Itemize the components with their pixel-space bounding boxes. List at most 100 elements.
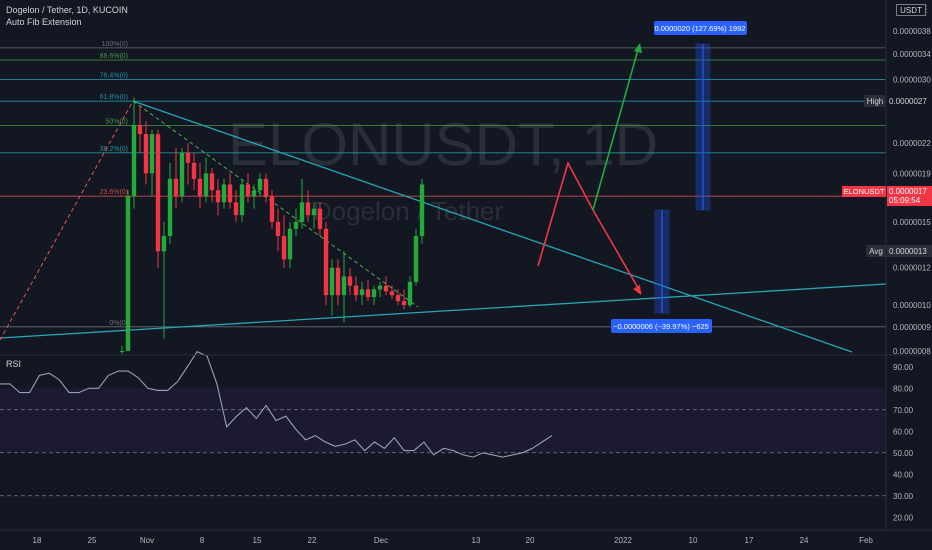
measure-tools: 0.0000020 (127.69%) 1992 −0.0000006 (−39.… [611,21,747,333]
rsi-tick-label: 50.00 [893,449,914,458]
candle-body [245,184,251,197]
projection-path-red [537,160,594,267]
candle-body [275,221,281,237]
candle-body [227,184,233,203]
candle-body [215,190,221,203]
time-tick-label: 20 [526,536,535,545]
projection-arrows [537,43,642,295]
watermark-ticker: ELONUSDT, 1D [228,111,658,178]
fib-anchor-dashed-red [0,100,134,341]
avg-label: Avg 0.0000013 [866,245,932,257]
candle-body [149,134,155,174]
time-tick-label: 17 [745,536,754,545]
time-tick-label: 10 [689,536,698,545]
price-tick-label: 0.0000022 [893,139,931,148]
svg-text:Avg: Avg [869,247,883,256]
candle-body [413,236,419,282]
bearish-arrow [592,209,642,294]
price-tick-label: 0.0000009 [893,323,931,332]
high-label: High 0.0000027 [864,95,932,107]
candle-body [323,228,329,296]
fib-level-label: 100%(0) [102,41,128,48]
svg-text:0.0000017: 0.0000017 [889,187,927,196]
fib-level-label: 50%(0) [105,118,128,125]
time-tick-label: 22 [308,536,317,545]
candle-body [353,285,359,296]
measure-up-label-box [654,21,747,35]
price-tick-label: 0.0000012 [893,264,931,273]
time-tick-label: 15 [253,536,262,545]
time-tick-label: Nov [140,536,154,545]
price-tick-label: 0.0000015 [893,218,931,227]
time-tick-label: 8 [200,536,205,545]
candle-body [143,134,149,174]
time-tick-label: Dec [374,536,388,545]
price-tick-label: 0.0000038 [893,27,931,36]
rsi-tick-label: 60.00 [893,427,914,436]
rsi-tick-label: 20.00 [893,513,914,522]
currency-badge[interactable]: USDT [896,4,926,16]
candle-body [293,221,299,229]
fib-level-label: 38.2%(0) [100,146,128,153]
fib-level-label: 76.4%(0) [100,73,128,80]
time-axis[interactable]: 18 25 Nov 8 15 22 Dec 13 20 2022 10 17 24 Feb [33,536,874,545]
price-tick-label: 0.0000008 [893,347,931,356]
candle-body [335,267,341,296]
indicator-title[interactable]: Auto Fib Extension [6,17,82,27]
candle-body [341,276,347,296]
candle-body [239,184,245,216]
menu-icon[interactable]: ⋮ [922,4,931,14]
price-tick-label: 0.0000010 [893,301,931,310]
time-tick-label: 18 [33,536,42,545]
candle-body [131,125,137,197]
candle-body [377,285,383,290]
candle-body [185,152,191,163]
last-price-label: ELONUSDT 0.0000017 05:09:54 [842,186,932,206]
candle-body [299,202,305,222]
candle-body [167,178,173,237]
rsi-tick-label: 90.00 [893,363,914,372]
candle-body [371,289,377,298]
rsi-axis[interactable]: 90.00 80.00 70.00 60.00 50.00 40.00 30.00 20.00 [893,363,914,523]
candle-body [287,228,293,260]
time-tick-label: 25 [88,536,97,545]
resistance-trendline [132,100,853,353]
candle-body [257,178,263,191]
time-tick-label: 24 [800,536,809,545]
candle-body [173,178,179,197]
watermark-name: Dogelon / Tether [313,196,504,226]
fib-level-label: 0%(0) [109,320,128,327]
candle-body [347,276,353,286]
rsi-line [0,351,553,458]
candle-body [233,202,239,216]
rsi-tick-label: 30.00 [893,492,914,501]
candle-body [359,289,365,296]
fib-anchor-dashed-green [132,100,419,308]
measure-down-label-box [611,319,712,333]
candle-body [329,267,335,296]
svg-text:05:09:54: 05:09:54 [889,196,921,205]
bullish-arrow [592,45,640,211]
symbol-title[interactable]: Dogelon / Tether, 1D, KUCOIN [6,5,128,15]
fib-level-label: 23.6%(0) [100,189,128,196]
time-tick-label: 2022 [614,536,632,545]
svg-text:ELONUSDT: ELONUSDT [844,187,885,196]
time-tick-label: Feb [859,536,873,545]
candle-body [209,173,215,191]
candle-body [263,178,269,197]
candle-body [197,178,203,197]
candle-body [269,196,275,222]
candle-body [155,134,161,252]
fib-level-label: 61.8%(0) [100,94,128,101]
svg-text:High: High [867,97,883,106]
candle-body [251,190,257,197]
candle-body [317,208,323,229]
candle-body [407,281,413,306]
svg-text:0.0000027: 0.0000027 [889,97,927,106]
rsi-title: RSI [6,359,21,369]
candle-body [311,208,317,216]
chart-legend[interactable]: Dogelon / Tether, 1D, KUCOIN Auto Fib Ex… [6,4,128,28]
support-trendline [0,283,887,339]
